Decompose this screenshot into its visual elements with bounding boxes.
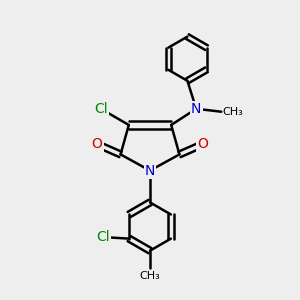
Text: CH₃: CH₃ <box>140 271 160 281</box>
Text: N: N <box>191 102 201 116</box>
Text: CH₃: CH₃ <box>223 107 244 117</box>
Text: O: O <box>92 137 102 151</box>
Text: Cl: Cl <box>96 230 110 244</box>
Text: O: O <box>198 137 208 151</box>
Text: N: N <box>145 164 155 178</box>
Text: Cl: Cl <box>94 102 108 116</box>
